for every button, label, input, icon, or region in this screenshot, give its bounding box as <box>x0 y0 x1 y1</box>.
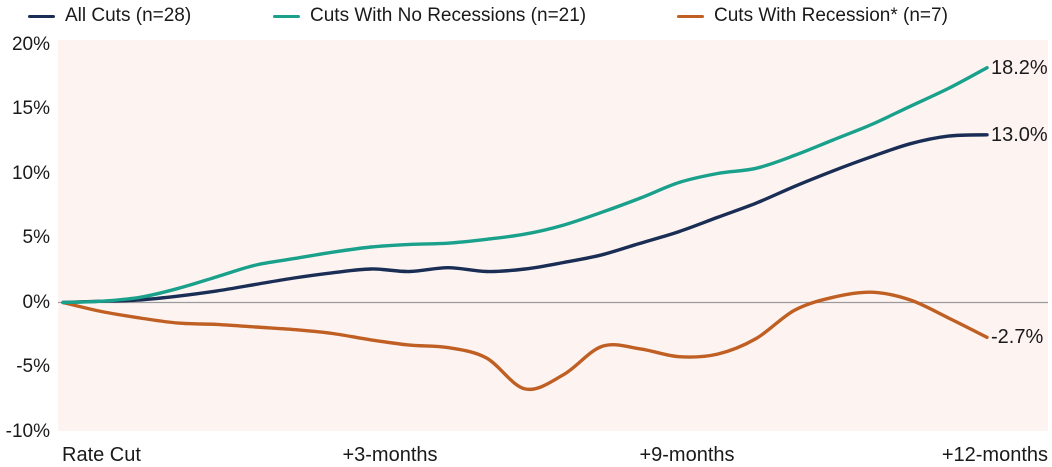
legend-label-all-cuts: All Cuts (n=28) <box>65 5 192 26</box>
series-line-0 <box>61 133 989 305</box>
legend-line-swatch-recession <box>677 14 704 18</box>
chart-legend: All Cuts (n=28) Cuts With No Recessions … <box>0 0 1052 34</box>
series-end-value-label-no-recessions: 18.2% <box>991 56 1048 79</box>
x-axis-tick-label-3-months: +3-months <box>342 444 438 466</box>
series-end-value-label-all-cuts: 13.0% <box>991 123 1048 146</box>
y-axis-tick-label: 10% <box>11 162 50 184</box>
series-end-value-label-recession: -2.7% <box>991 326 1044 349</box>
legend-line-swatch-all-cuts <box>28 14 55 18</box>
y-axis-tick-label: 5% <box>22 227 50 248</box>
x-axis-tick-label-rate-cut: Rate Cut <box>62 444 141 466</box>
y-axis-tick-label: -5% <box>16 356 50 377</box>
series-line-1 <box>61 66 989 305</box>
x-axis-tick-label-9-months: +9-months <box>639 444 735 466</box>
legend-label-recession: Cuts With Recession* (n=7) <box>714 5 948 26</box>
series-line-2 <box>61 290 989 392</box>
x-axis-tick-label-12-months: +12-months <box>941 444 1048 466</box>
legend-item-all-cuts: All Cuts (n=28) <box>28 5 191 27</box>
legend-item-no-recessions: Cuts With No Recessions (n=21) <box>273 5 586 27</box>
y-axis-tick-label: 0% <box>22 291 50 313</box>
legend-line-swatch-no-recessions <box>273 14 300 18</box>
y-axis-tick-label: -10% <box>5 420 50 442</box>
y-axis-tick-label: 15% <box>11 98 50 119</box>
legend-label-no-recessions: Cuts With No Recessions (n=21) <box>310 5 587 26</box>
y-axis-tick-label: 20% <box>11 33 50 55</box>
legend-item-recession: Cuts With Recession* (n=7) <box>677 5 948 27</box>
